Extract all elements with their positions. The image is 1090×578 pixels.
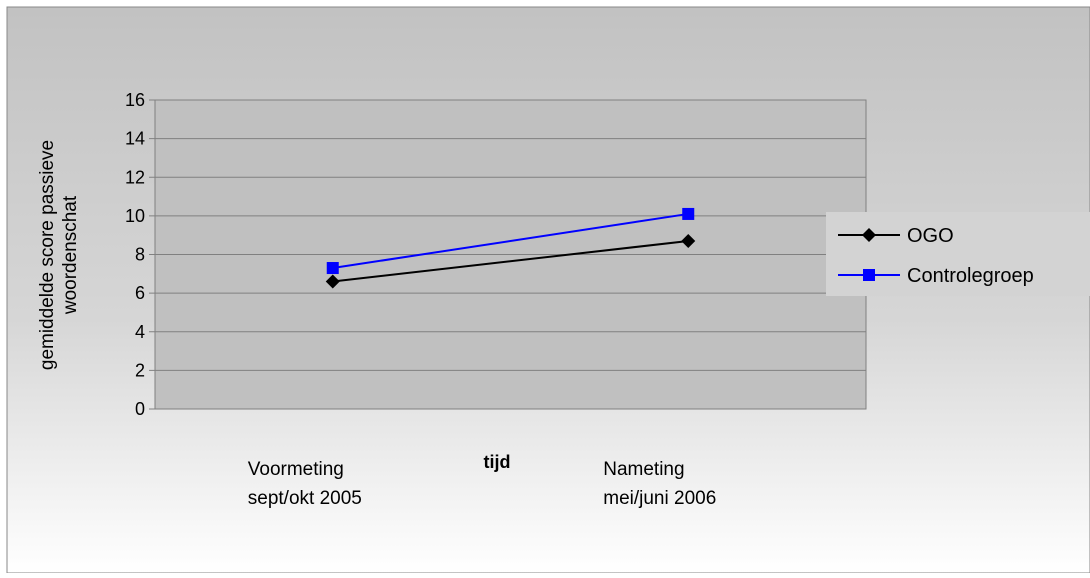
y-tick-label: 0 <box>135 399 145 419</box>
y-tick-label: 10 <box>125 206 145 226</box>
x-axis-ticks: Voormeting sept/okt 2005 Nameting mei/juni … <box>248 459 717 509</box>
y-tick-label: 12 <box>125 167 145 187</box>
y-axis-title: gemiddelde score passieve woordenschat <box>37 140 81 370</box>
x-tick-label-line: Nameting <box>603 459 684 480</box>
x-tick-label-line: sept/okt 2005 <box>248 488 362 509</box>
legend-swatch-marker <box>862 228 876 242</box>
series-line <box>332 212 689 270</box>
x-tick-label-line: Voormeting <box>248 459 344 480</box>
series-layer <box>325 207 696 289</box>
data-point <box>682 207 695 220</box>
y-tick-label: 6 <box>135 283 145 303</box>
x-tick-label: Voormeting sept/okt 2005 <box>248 459 362 509</box>
data-point <box>326 262 339 275</box>
y-tick-label: 16 <box>125 90 145 110</box>
y-axis-ticks: 0 2 4 6 8 10 12 14 16 <box>125 90 155 419</box>
data-point <box>681 233 696 248</box>
x-tick-label: Nameting mei/juni 2006 <box>603 459 716 509</box>
legend-label: Controlegroep <box>907 265 1034 287</box>
y-tick-label: 8 <box>135 245 145 265</box>
x-tick-label-line: mei/juni 2006 <box>603 488 716 509</box>
y-axis-title-line-2: woordenschat <box>60 195 81 315</box>
legend-item-ogo: OGO <box>838 225 954 247</box>
y-tick-label: 14 <box>125 129 145 149</box>
series-controlegroep <box>326 207 695 275</box>
legend: OGO Controlegroep <box>826 212 1090 296</box>
y-tick-label: 4 <box>135 322 145 342</box>
legend-label: OGO <box>907 225 954 247</box>
legend-item-controlegroep: Controlegroep <box>838 265 1034 287</box>
x-axis-title: tijd <box>484 452 511 472</box>
data-point <box>325 274 340 289</box>
gridlines <box>155 138 866 371</box>
legend-box <box>826 212 1090 296</box>
y-axis-title-line-1: gemiddelde score passieve <box>37 140 58 370</box>
y-tick-label: 2 <box>135 360 145 380</box>
series-line <box>332 239 689 283</box>
legend-swatch-marker <box>863 269 875 281</box>
series-ogo <box>325 233 696 289</box>
